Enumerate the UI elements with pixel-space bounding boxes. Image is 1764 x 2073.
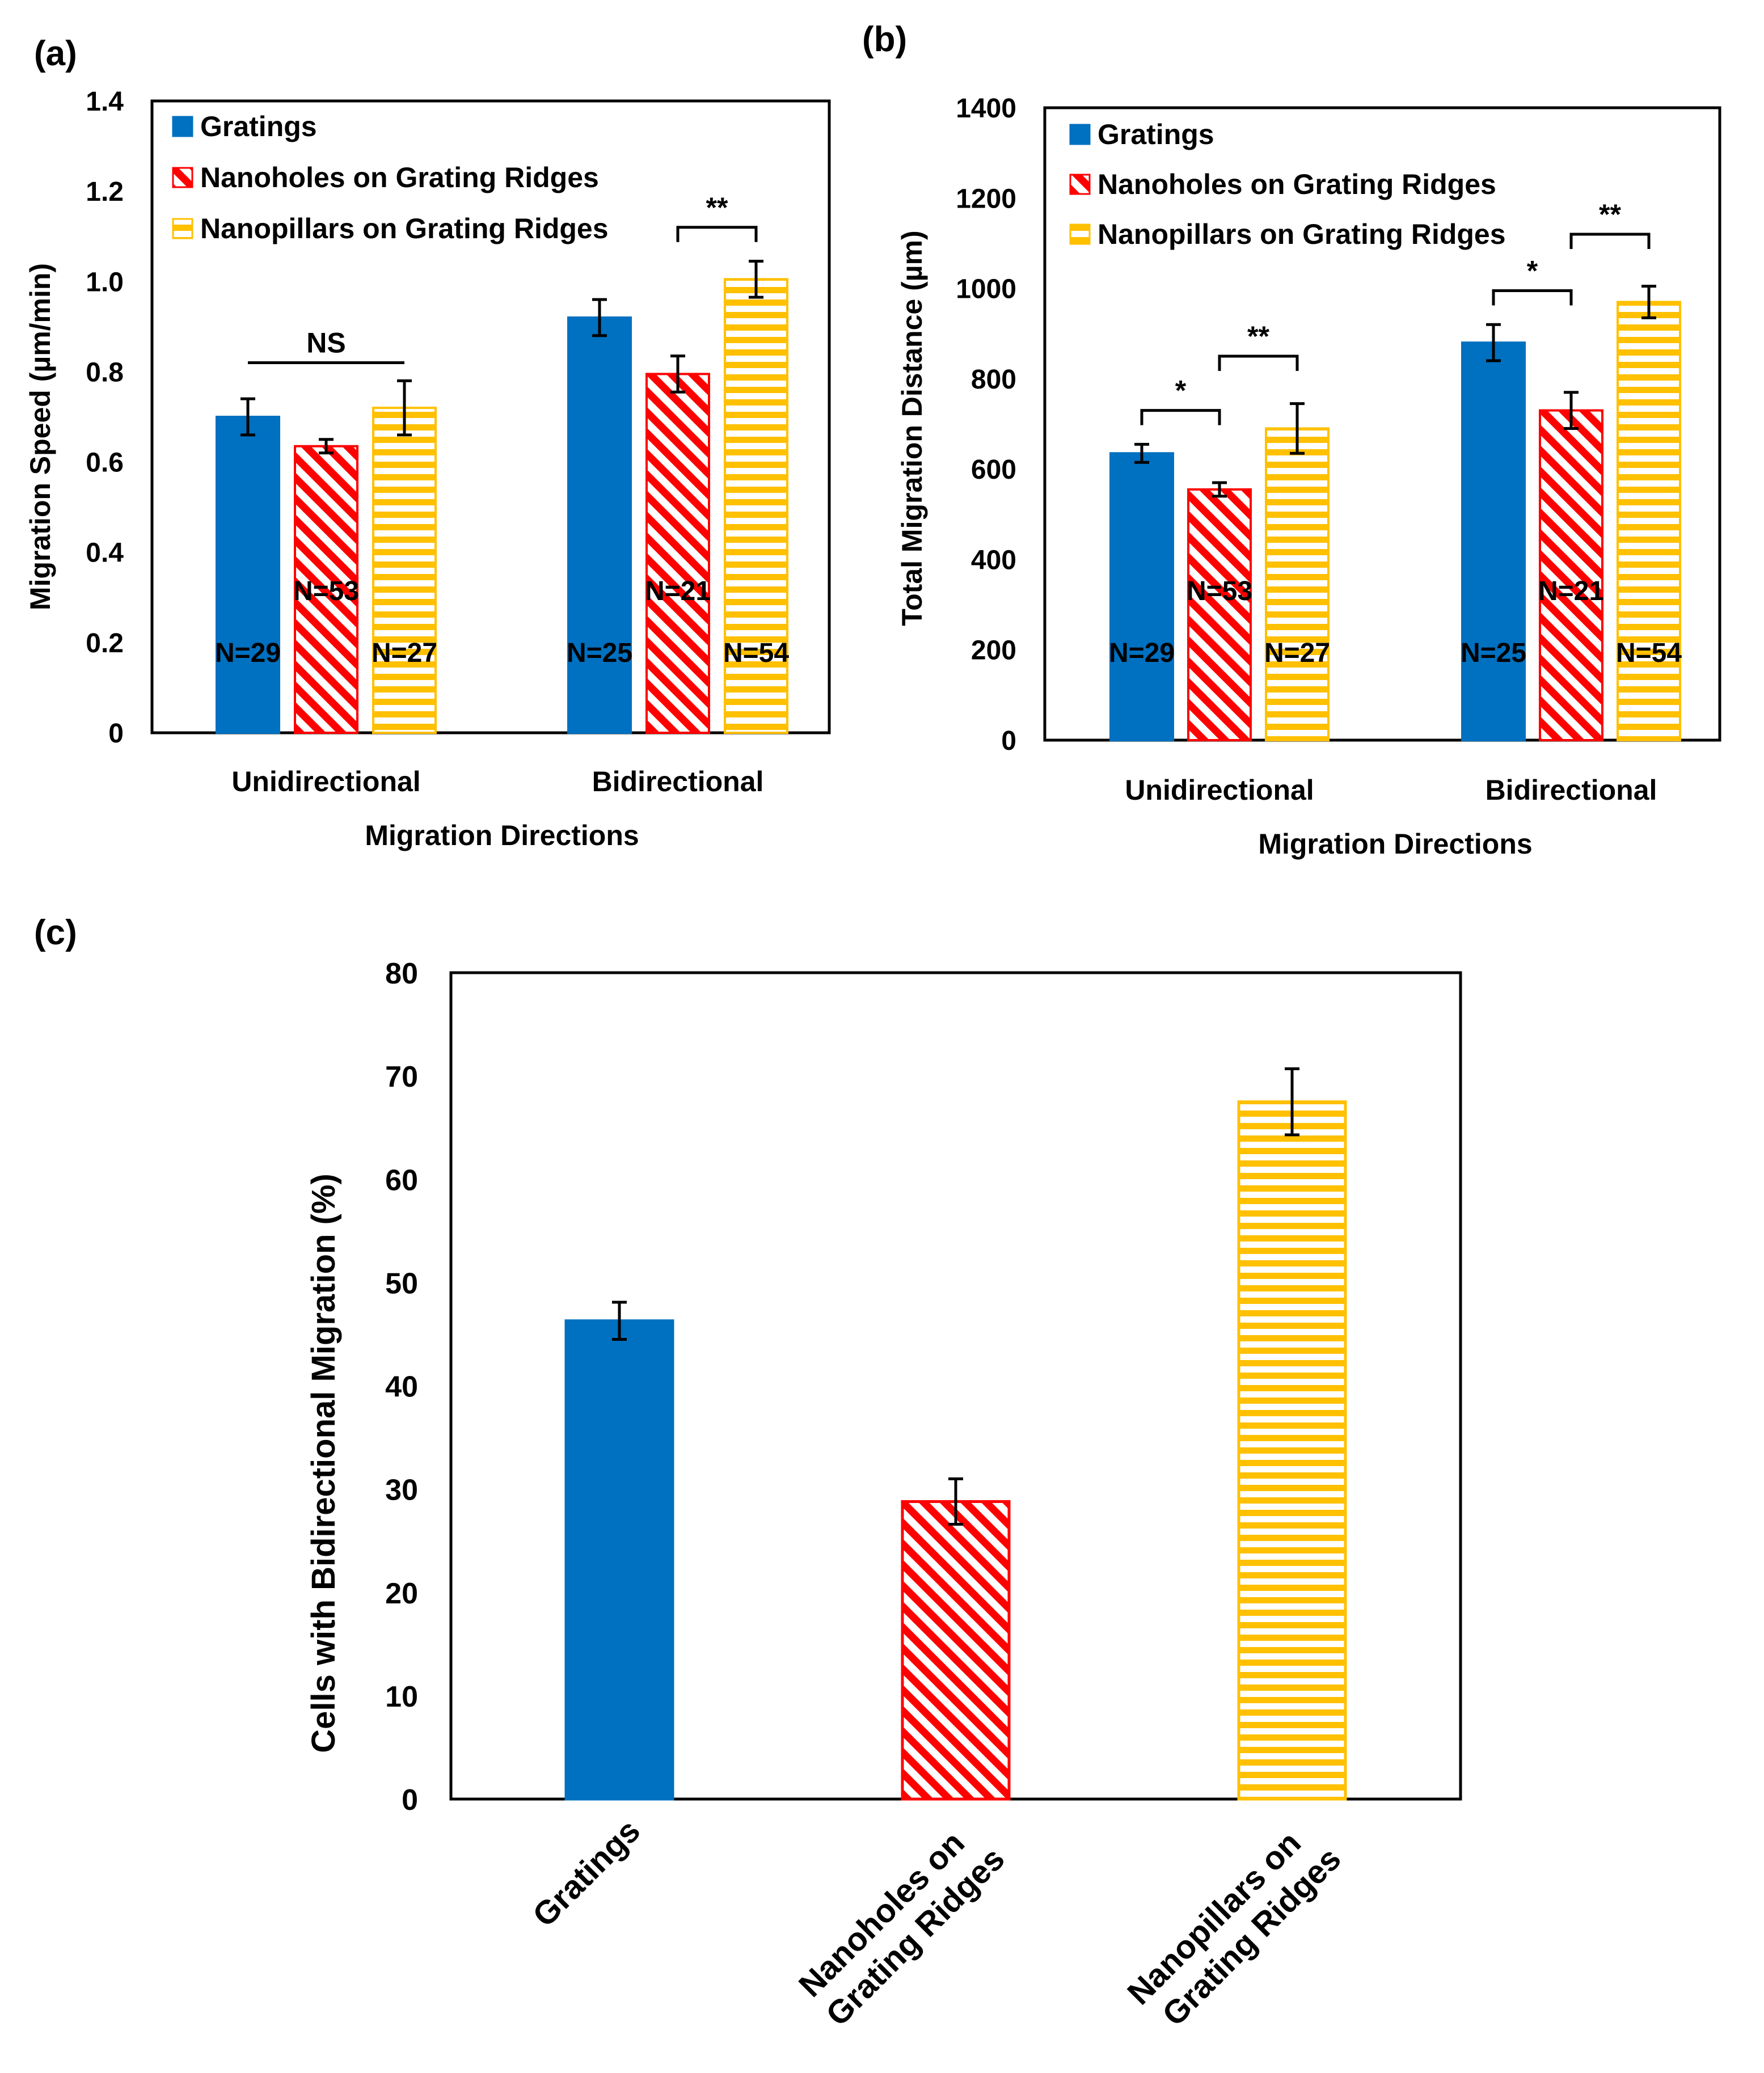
category-label-gratings: Gratings [526,1812,648,1934]
significance-label: ** [1599,199,1621,230]
n-label: N=25 [1461,638,1526,668]
bar-gratings-bidirectional [567,316,632,734]
plot-frame [150,99,831,734]
legend-label-1: Nanoholes on Grating Ridges [200,162,599,193]
plot-frame [1043,106,1721,742]
legend-label-0: Gratings [1098,119,1214,150]
y-tick-label: 0.6 [86,448,124,478]
n-label: N=29 [215,638,281,668]
bar-nanoholes-on-grating-ridges-unidirectional [294,445,358,734]
panel-b-xlabel: Migration Directions [1258,828,1532,860]
y-tick-label: 1400 [956,94,1016,124]
panel-b-chart: 0 200 400 600 800 1000 1200 1400 N=29 N=53 N=27 Uni… [956,94,1721,806]
n-label: N=25 [567,638,632,668]
y-tick-label: 20 [385,1577,418,1610]
y-tick-label: 1200 [956,184,1016,214]
bar-nanopillars-on-grating-ridges-unidirectional [1265,427,1330,741]
y-tick-label: 1.2 [86,177,124,207]
y-tick-label: 400 [971,545,1016,575]
bar-gratings [564,1319,674,1801]
category-label: Bidirectional [1486,774,1657,806]
panel-label-a: (a) [34,34,77,73]
significance-bracket [676,226,758,242]
panel-label-c: (c) [34,913,77,952]
y-tick-label: 50 [385,1267,418,1300]
n-label: N=21 [1538,576,1604,606]
panel-c-ylabel: Cells with Bidirectional Migration (%) [305,1173,342,1753]
bar-nanopillars-on-grating-ridges-unidirectional [372,407,437,734]
y-tick-label: 1.4 [86,87,124,117]
panel-a-chart: 0 0.2 0.4 0.6 0.8 1.0 1.2 1.4 N=29 N=53 N=27 Unidir… [86,87,831,797]
significance-label: * [1175,375,1187,407]
y-tick-label: 200 [971,636,1016,666]
n-label: N=21 [645,576,711,606]
y-tick-label: 0 [108,719,124,749]
panel-b-ylabel: Total Migration Distance (µm) [896,230,928,626]
n-label: N=53 [293,576,359,606]
bar-nanoholes [901,1500,1011,1801]
n-label: N=27 [1264,638,1330,668]
legend-label-1: Nanoholes on Grating Ridges [1098,168,1496,200]
y-tick-label: 80 [385,957,418,990]
significance-bracket [1569,233,1651,249]
y-tick-label: 40 [385,1371,418,1404]
category-label: Bidirectional [592,766,764,797]
n-label: N=53 [1187,576,1252,606]
significance-bracket [1218,354,1299,371]
y-tick-label: 10 [385,1681,418,1713]
significance-bracket [1492,289,1573,306]
y-tick-label: 1.0 [86,267,124,297]
n-label: N=54 [723,638,789,668]
bar-gratings-unidirectional [1109,452,1174,742]
y-tick-label: 0 [1001,726,1016,756]
legend-label-2: Nanopillars on Grating Ridges [200,213,609,244]
y-tick-label: 1000 [956,275,1016,305]
y-tick-label: 0.8 [86,357,124,387]
panel-a-xlabel: Migration Directions [365,820,639,851]
legend-label-0: Gratings [200,111,317,142]
significance-label: NS [306,327,345,359]
legend-swatch-2 [172,218,193,239]
category-label-nanoholes: Nanoholes onGrating Ridges [791,1812,1011,2033]
bar-nanopillars-on-grating-ridges-bidirectional [1617,301,1681,741]
category-label-nanopillars: Nanopillars onGrating Ridges [1120,1812,1348,2040]
category-label-line: Gratings [526,1812,648,1934]
legend-swatch-1 [172,167,193,188]
legend-swatch-2 [1069,223,1091,245]
n-label: N=29 [1109,638,1175,668]
y-tick-label: 70 [385,1061,418,1094]
bar-nanoholes-on-grating-ridges-bidirectional [645,373,710,734]
panel-label-b: (b) [862,20,907,59]
bar-nanopillars [1237,1100,1347,1801]
y-tick-label: 0.2 [86,628,124,658]
y-tick-label: 600 [971,455,1016,485]
significance-label: ** [706,192,728,223]
significance-label: * [1527,255,1538,287]
panel-a-ylabel: Migration Speed (µm/min) [24,263,56,610]
legend-label-2: Nanopillars on Grating Ridges [1098,218,1506,250]
y-tick-label: 30 [385,1474,418,1507]
bar-gratings-bidirectional [1461,341,1526,741]
significance-label: ** [1247,320,1269,352]
legend-swatch-0 [172,116,193,137]
bar-nanoholes-on-grating-ridges-bidirectional [1539,409,1603,741]
panel-c-chart: 0 10 20 30 40 50 60 70 80 Gratings Nanoholes onGra… [385,957,1462,2040]
y-tick-label: 0.4 [86,538,124,568]
n-label: N=27 [372,638,437,668]
bar-nanoholes-on-grating-ridges-unidirectional [1187,488,1252,741]
y-tick-label: 60 [385,1164,418,1197]
n-label: N=54 [1616,638,1682,668]
y-tick-label: 0 [402,1784,418,1817]
legend-swatch-0 [1069,124,1091,145]
bar-gratings-unidirectional [216,416,280,734]
significance-bracket [1140,409,1221,425]
category-label: Unidirectional [231,766,420,797]
legend-swatch-1 [1069,174,1091,195]
y-tick-label: 800 [971,365,1016,395]
category-label: Unidirectional [1125,774,1314,806]
